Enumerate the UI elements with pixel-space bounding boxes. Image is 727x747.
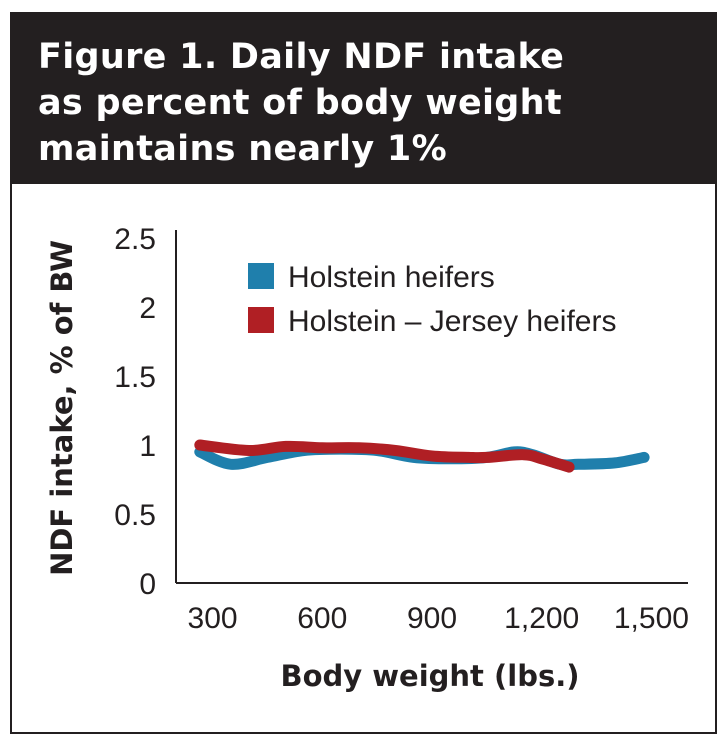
x-tick-label: 1,200 bbox=[504, 602, 579, 635]
legend-label-2: Holstein – Jersey heifers bbox=[288, 305, 616, 338]
legend: Holstein heifers Holstein – Jersey heifer… bbox=[248, 261, 616, 338]
y-tick-label: 0.5 bbox=[114, 499, 156, 532]
y-axis-title: NDF intake, % of BW bbox=[45, 240, 79, 576]
x-axis-title: Body weight (lbs.) bbox=[280, 659, 579, 693]
figure-frame: Figure 1. Daily NDF intake as percent of… bbox=[10, 12, 717, 734]
y-tick-label: 0 bbox=[139, 568, 156, 601]
series-line-2 bbox=[194, 439, 575, 473]
x-tick-label: 300 bbox=[188, 602, 238, 635]
y-tick-label: 2.5 bbox=[114, 223, 156, 256]
axes: 0 0.5 1 1.5 2 2.5 300 600 900 1,200 1,500 bbox=[114, 223, 689, 635]
x-tick-label: 600 bbox=[297, 602, 347, 635]
series-layer bbox=[194, 439, 650, 473]
title-banner: Figure 1. Daily NDF intake as percent of… bbox=[12, 14, 715, 184]
legend-swatch-1 bbox=[248, 263, 274, 289]
y-tick-label: 1 bbox=[139, 430, 156, 463]
y-tick-label: 1.5 bbox=[114, 361, 156, 394]
x-tick-label: 1,500 bbox=[614, 602, 689, 635]
y-tick-label: 2 bbox=[139, 292, 156, 325]
legend-swatch-2 bbox=[248, 307, 274, 333]
x-tick-label: 900 bbox=[407, 602, 457, 635]
chart-title: Figure 1. Daily NDF intake as percent of… bbox=[38, 37, 565, 169]
legend-label-1: Holstein heifers bbox=[288, 261, 495, 294]
